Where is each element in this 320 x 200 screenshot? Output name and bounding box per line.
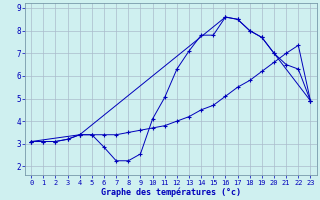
X-axis label: Graphe des températures (°c): Graphe des températures (°c) xyxy=(101,187,241,197)
